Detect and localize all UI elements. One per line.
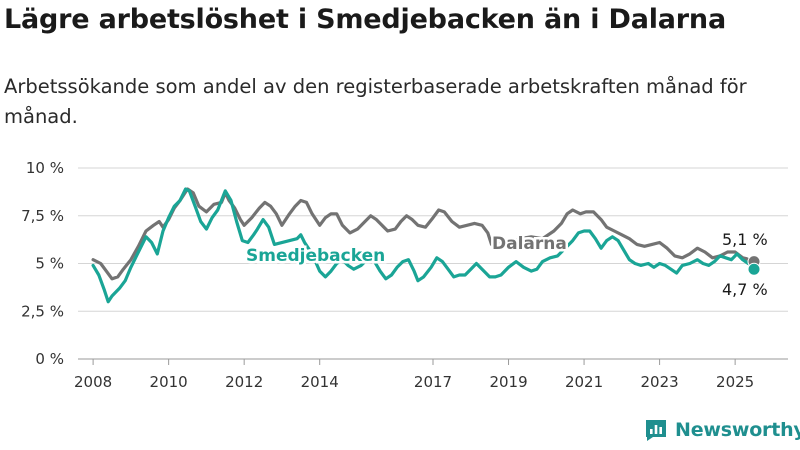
series-label-dalarna: Dalarna bbox=[492, 234, 567, 254]
x-tick-label: 2012 bbox=[225, 373, 263, 391]
x-tick-label: 2017 bbox=[414, 373, 452, 391]
y-tick-label: 10 % bbox=[26, 159, 64, 177]
x-tick-label: 2019 bbox=[489, 373, 527, 391]
series-line-dalarna bbox=[91, 187, 756, 281]
y-tick-label: 0 % bbox=[35, 350, 64, 368]
x-tick-label: 2025 bbox=[716, 373, 754, 391]
series-labels: Dalarna Smedjebacken 5,1 % 4,7 % bbox=[244, 230, 768, 299]
x-tick-label: 2014 bbox=[301, 373, 339, 391]
series-label-smedjebacken: Smedjebacken bbox=[246, 246, 385, 266]
x-tick-label: 2021 bbox=[565, 373, 603, 391]
y-tick-label: 7,5 % bbox=[21, 207, 64, 225]
x-tick-label: 2010 bbox=[150, 373, 188, 391]
y-tick-label: 5 % bbox=[35, 255, 64, 273]
brand-name: Newsworthy bbox=[675, 419, 800, 441]
newsworthy-logo-icon bbox=[646, 420, 666, 441]
chart-title: Lägre arbetslöshet i Smedjebacken än i D… bbox=[4, 4, 726, 35]
end-dot-smedjebacken bbox=[747, 262, 761, 276]
y-tick-label: 2,5 % bbox=[21, 302, 64, 320]
brand-logo: Newsworthy bbox=[644, 418, 800, 442]
end-value-dalarna: 5,1 % bbox=[722, 230, 768, 249]
axes: 0 % 2,5 % 5 % 7,5 % 10 % 2008 2010 2012 2014 2017… bbox=[21, 159, 754, 391]
end-value-smedjebacken: 4,7 % bbox=[722, 280, 768, 299]
x-tick-label: 2023 bbox=[641, 373, 679, 391]
chart-subtitle: Arbetssökande som andel av den registerb… bbox=[4, 75, 747, 128]
series-lines bbox=[91, 187, 761, 304]
series-line-smedjebacken bbox=[91, 187, 756, 304]
x-tick-label: 2008 bbox=[74, 373, 112, 391]
